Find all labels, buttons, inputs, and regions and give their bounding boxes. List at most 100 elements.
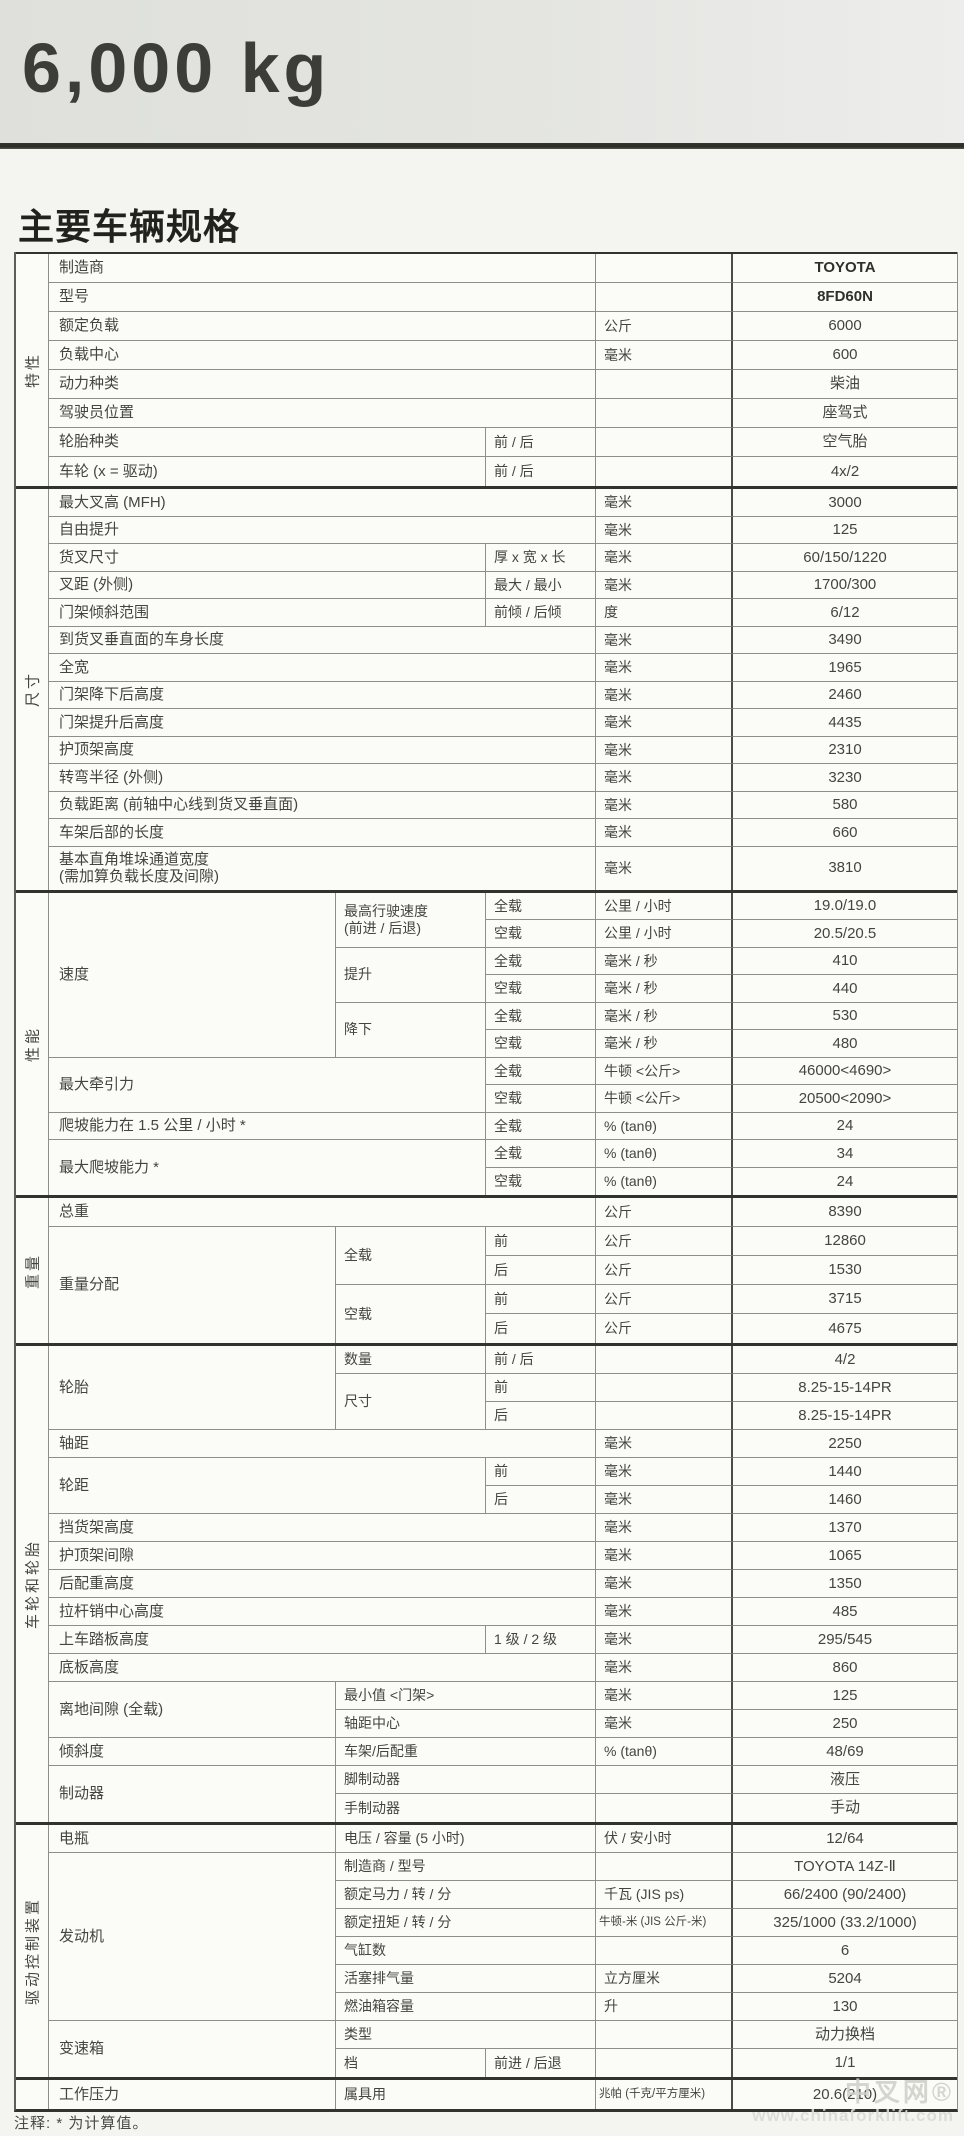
spec-unit-cell xyxy=(596,1794,733,1822)
spec-unit-cell: 毫米 xyxy=(596,1598,733,1626)
spec-value-cell: 600 xyxy=(733,341,957,370)
spec-sub-cell: 数量 xyxy=(336,1346,486,1374)
spec-label-cell: 门架倾斜范围 xyxy=(49,599,486,627)
spec-sub-cell: 前 / 后 xyxy=(486,1346,596,1374)
spec-unit-cell: 毫米 xyxy=(596,1654,733,1682)
section-label-cell: 车轮和轮胎 xyxy=(16,1346,49,1822)
spec-label-cell: 车轮 (x = 驱动) xyxy=(49,457,486,486)
spec-value-cell: 410 xyxy=(733,948,957,975)
spec-value-cell: 动力换档 xyxy=(733,2021,957,2049)
spec-value-cell: 34 xyxy=(733,1140,957,1168)
spec-value-cell: 48/69 xyxy=(733,1738,957,1766)
section-rows: 工作压力 属具用 兆帕 (千克/平方厘米) 20.6(210) xyxy=(49,2080,957,2109)
section-label: 驱动控制装置 xyxy=(24,1896,42,2006)
spec-label-cell: 上车踏板高度 xyxy=(49,1626,486,1654)
spec-unit-cell: 毫米 xyxy=(596,846,733,890)
spec-section: 特性 制造商 TOYOTA 型号 8FD60N 额定负载 公斤 6000 负载中心 毫米 600 动力… xyxy=(16,252,957,486)
spec-value-cell: 480 xyxy=(733,1030,957,1058)
section-label-cell: 驱动控制装置 xyxy=(16,1825,49,2077)
spec-section: 车轮和轮胎 轮胎 数量前 / 后 4/2 尺寸前 8.25-15-14PR 后 8.25-15… xyxy=(16,1343,957,1822)
spec-unit-cell xyxy=(596,254,733,283)
spec-label-cell: 制造商 xyxy=(49,254,596,283)
spec-unit-cell: % (tanθ) xyxy=(596,1112,733,1140)
spec-value-cell: 6000 xyxy=(733,312,957,341)
spec-unit-cell xyxy=(596,370,733,399)
header-divider xyxy=(0,143,964,149)
section-label-cell: 特性 xyxy=(16,254,49,486)
spec-value-cell: 1440 xyxy=(733,1458,957,1486)
spec-label-cell: 变速箱 xyxy=(49,2021,336,2077)
spec-label-cell: 转弯半径 (外侧) xyxy=(49,764,596,792)
spec-unit-cell: 毫米 xyxy=(596,709,733,737)
spec-section: 性能 速度 最高行驶速度 (前进 / 后退) 全载 公里 / 小时 19.0/19.0 空载… xyxy=(16,889,957,1195)
spec-unit-cell xyxy=(596,1853,733,1881)
spec-value-cell: 860 xyxy=(733,1654,957,1682)
section-label: 车轮和轮胎 xyxy=(24,1538,42,1630)
section-label-cell: 尺寸 xyxy=(16,489,49,890)
spec-unit-cell: 毫米 xyxy=(596,1626,733,1654)
spec-unit-cell xyxy=(596,1346,733,1374)
spec-sub-cell: 全载 xyxy=(486,1057,596,1085)
spec-value-cell: 130 xyxy=(733,1993,957,2021)
spec-unit-cell: 公斤 xyxy=(596,1227,733,1256)
spec-label-cell: 后配重高度 xyxy=(49,1570,596,1598)
spec-value-cell: 8390 xyxy=(733,1198,957,1227)
spec-unit-cell xyxy=(596,1374,733,1402)
spec-section: 重量 总重 公斤 8390 重量分配 全载前公斤 12860 后公斤 1530 空载前公斤 3715… xyxy=(16,1195,957,1343)
spec-sub-cell: 燃油箱容量 xyxy=(336,1993,596,2021)
spec-value-cell: 6 xyxy=(733,1937,957,1965)
capacity-heading: 6,000 kg xyxy=(22,29,331,107)
spec-unit-cell: 毫米 xyxy=(596,654,733,682)
spec-unit-cell: 毫米 / 秒 xyxy=(596,1030,733,1058)
spec-sub-cell: 后 xyxy=(486,1314,596,1343)
spec-value-cell: TOYOTA xyxy=(733,254,957,283)
spec-label-cell: 护顶架高度 xyxy=(49,736,596,764)
spec-unit-cell: 公斤 xyxy=(596,1314,733,1343)
section-rows: 轮胎 数量前 / 后 4/2 尺寸前 8.25-15-14PR 后 8.25-15-14PR… xyxy=(49,1346,957,1822)
spec-sub-cell: 后 xyxy=(486,1486,596,1514)
spec-label-cell: 拉杆销中心高度 xyxy=(49,1598,596,1626)
spec-value-cell: 19.0/19.0 xyxy=(733,893,957,920)
spec-unit-cell: 牛顿-米 (JIS 公斤-米) xyxy=(596,1909,733,1937)
spec-value-cell: 660 xyxy=(733,819,957,847)
spec-value-cell: 6/12 xyxy=(733,599,957,627)
watermark-site-url: www.chinaforklift.com xyxy=(752,2105,954,2125)
capacity-header-band: 6,000 kg xyxy=(0,0,964,143)
spec-value-cell: 5204 xyxy=(733,1965,957,1993)
section-label: 特性 xyxy=(24,351,42,389)
spec-label-cell: 最大叉高 (MFH) xyxy=(49,489,596,517)
spec-value-cell: 20500<2090> xyxy=(733,1085,957,1113)
spec-unit-cell xyxy=(596,1766,733,1794)
spec-unit-cell: 毫米 xyxy=(596,764,733,792)
spec-unit-cell: 毫米 xyxy=(596,1486,733,1514)
spec-unit-cell: 公斤 xyxy=(596,312,733,341)
spec-sub-cell: 提升 xyxy=(336,947,486,1003)
spec-label-cell: 动力种类 xyxy=(49,370,596,399)
spec-sub-cell: 全载 xyxy=(486,1112,596,1140)
spec-unit-cell: 千瓦 (JIS ps) xyxy=(596,1881,733,1909)
section-rows: 制造商 TOYOTA 型号 8FD60N 额定负载 公斤 6000 负载中心 毫米 600 动力种类… xyxy=(49,254,957,486)
spec-sub-cell: 全载 xyxy=(486,892,596,920)
spec-sub-cell: 车架/后配重 xyxy=(336,1738,596,1766)
spec-sub-cell: 活塞排气量 xyxy=(336,1965,596,1993)
spec-unit-cell: 毫米 xyxy=(596,1514,733,1542)
spec-unit-cell: 公里 / 小时 xyxy=(596,892,733,920)
spec-unit-cell: 毫米 xyxy=(596,791,733,819)
spec-label-cell: 货叉尺寸 xyxy=(49,544,486,572)
spec-label-cell: 总重 xyxy=(49,1198,596,1227)
spec-sub-cell: 空载 xyxy=(336,1285,486,1343)
spec-sub-cell: 降下 xyxy=(336,1002,486,1058)
spec-value-cell: 1350 xyxy=(733,1570,957,1598)
spec-sub-cell: 电压 / 容量 (5 小时) xyxy=(336,1825,596,1853)
spec-label-cell: 工作压力 xyxy=(49,2080,336,2109)
spec-sub-cell: 全载 xyxy=(486,947,596,975)
spec-value-cell: 66/2400 (90/2400) xyxy=(733,1881,957,1909)
section-rows: 速度 最高行驶速度 (前进 / 后退) 全载 公里 / 小时 19.0/19.0 空载 公里… xyxy=(49,892,957,1195)
spec-unit-cell: 毫米 xyxy=(596,1682,733,1710)
spec-unit-cell: 毫米 xyxy=(596,736,733,764)
spec-value-cell: 3490 xyxy=(733,627,957,654)
spec-label-cell: 制动器 xyxy=(49,1766,336,1822)
spec-unit-cell: 毫米 xyxy=(596,1542,733,1570)
spec-label-cell: 轮胎种类 xyxy=(49,428,486,457)
spec-unit-cell xyxy=(596,428,733,457)
